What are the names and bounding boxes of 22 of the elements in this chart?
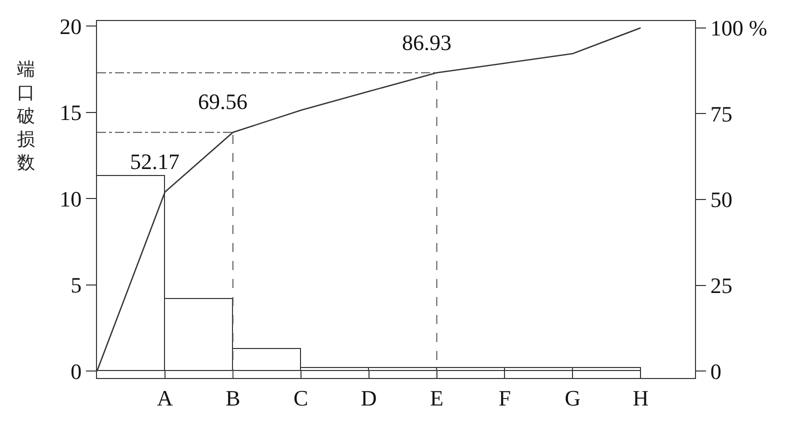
x-tick-label: C bbox=[294, 385, 308, 410]
y-tick-label: 15 bbox=[60, 100, 82, 126]
data-label: 52.17 bbox=[130, 149, 180, 174]
x-tick-label: G bbox=[564, 385, 581, 410]
x-tick-label: B bbox=[226, 385, 240, 410]
data-label: 86.93 bbox=[402, 30, 452, 55]
y-tick-label: 10 bbox=[60, 186, 82, 212]
y2-tick-label: 100 % bbox=[710, 16, 768, 41]
y-tick-label: 20 bbox=[60, 14, 82, 39]
y2-tick-label: 75 bbox=[710, 101, 732, 126]
y2-tick-label: 50 bbox=[710, 187, 732, 212]
y2-tick-label: 0 bbox=[710, 358, 722, 384]
y2-tick-label: 25 bbox=[710, 273, 732, 298]
y-tick-label: 0 bbox=[70, 358, 82, 384]
y-axis-title: 端口破损数 bbox=[16, 59, 35, 174]
x-tick-label: E bbox=[430, 385, 444, 410]
y-tick-label: 5 bbox=[70, 272, 82, 298]
x-tick-label: A bbox=[157, 385, 174, 410]
data-label: 69.56 bbox=[198, 89, 248, 114]
x-tick-label: F bbox=[498, 385, 511, 410]
x-tick-label: D bbox=[360, 385, 377, 410]
x-tick-label: H bbox=[632, 385, 649, 410]
